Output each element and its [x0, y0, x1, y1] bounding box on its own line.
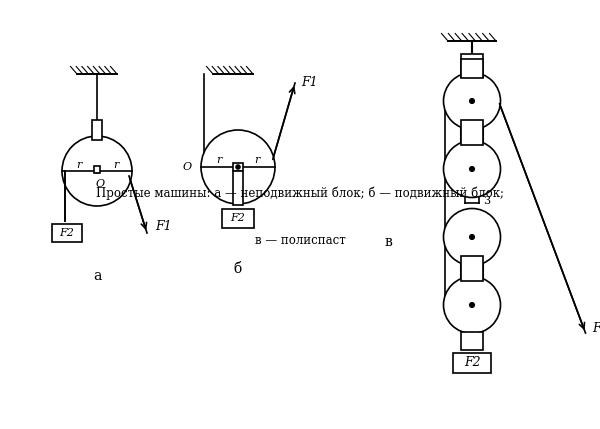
Bar: [52, 224, 82, 242]
Bar: [461, 256, 483, 281]
Bar: [461, 332, 483, 350]
Bar: [461, 60, 483, 78]
Text: r: r: [76, 160, 81, 170]
Circle shape: [443, 141, 500, 197]
Text: F1: F1: [301, 76, 317, 90]
Text: 3: 3: [484, 196, 491, 206]
Text: r: r: [254, 155, 260, 165]
Text: F2: F2: [464, 356, 481, 369]
Circle shape: [236, 165, 240, 169]
Text: в — полиспаст: в — полиспаст: [254, 234, 346, 247]
Text: F1: F1: [155, 221, 172, 233]
Circle shape: [443, 277, 500, 333]
Circle shape: [201, 130, 275, 204]
Circle shape: [470, 99, 475, 103]
Bar: [222, 208, 254, 227]
Text: Простые машины: а — неподвижный блок; б — подвижный блок;: Простые машины: а — неподвижный блок; б …: [96, 186, 504, 200]
Circle shape: [470, 166, 475, 172]
Circle shape: [62, 136, 132, 206]
Circle shape: [470, 302, 475, 308]
Bar: [233, 163, 243, 171]
Text: F2: F2: [230, 213, 245, 223]
Text: r: r: [217, 155, 221, 165]
Bar: [453, 353, 491, 372]
Circle shape: [470, 235, 475, 239]
Circle shape: [95, 169, 99, 173]
Bar: [94, 166, 100, 172]
Text: O: O: [182, 162, 191, 172]
Text: F1: F1: [593, 321, 600, 335]
Bar: [461, 54, 483, 76]
Text: F2: F2: [59, 228, 74, 238]
Text: r: r: [113, 160, 118, 170]
Bar: [92, 120, 102, 140]
Bar: [233, 171, 243, 205]
Bar: [461, 120, 483, 145]
Text: в: в: [384, 235, 392, 249]
Text: б: б: [234, 262, 242, 276]
Circle shape: [443, 73, 500, 130]
Text: O: O: [95, 179, 104, 189]
Circle shape: [443, 208, 500, 266]
Text: а: а: [93, 269, 101, 283]
